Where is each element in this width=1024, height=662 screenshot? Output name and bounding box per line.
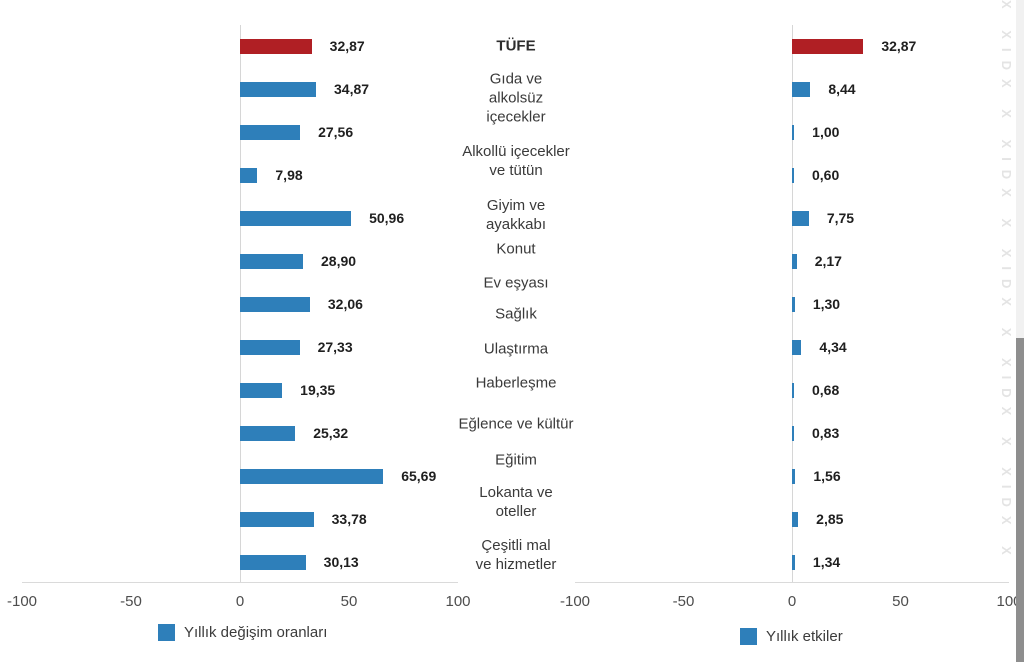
legend-annual-effects[interactable]: Yıllık etkiler xyxy=(740,628,843,645)
legend-annual-change-rates[interactable]: Yıllık değişim oranları xyxy=(158,624,327,641)
scrollbar-thumb[interactable] xyxy=(1016,338,1024,662)
x-axis-tick-label: -100 xyxy=(559,593,591,610)
value-label: 32,87 xyxy=(329,38,365,54)
bar[interactable] xyxy=(792,382,794,398)
bar[interactable] xyxy=(792,425,794,441)
scrollbar-track[interactable] xyxy=(1016,0,1024,662)
x-axis-baseline xyxy=(22,582,458,583)
bar[interactable] xyxy=(792,81,811,97)
x-axis-tick-label: 100 xyxy=(445,593,471,610)
bar[interactable] xyxy=(792,339,802,355)
legend-swatch-icon xyxy=(740,628,757,645)
bar[interactable] xyxy=(240,167,258,183)
bar[interactable] xyxy=(240,468,384,484)
category-label: Eğitim xyxy=(495,451,537,469)
x-axis-tick-label: 0 xyxy=(787,593,797,610)
value-label: 65,69 xyxy=(401,468,437,484)
category-label: Eğlence ve kültür xyxy=(458,415,574,433)
value-label: 33,78 xyxy=(331,511,367,527)
value-label: 27,33 xyxy=(317,339,353,355)
value-label: 32,06 xyxy=(327,296,363,312)
watermark-text: X XIDX X XIDX X XIDX X XIDX X XIDX X xyxy=(999,0,1014,564)
bar[interactable] xyxy=(240,81,317,97)
category-label: Çeşitli mal ve hizmetler xyxy=(475,537,557,573)
bar[interactable] xyxy=(240,253,303,269)
x-axis-tick-label: 50 xyxy=(892,593,909,610)
x-axis-tick-label: -50 xyxy=(120,593,142,610)
value-label: 1,30 xyxy=(812,296,841,312)
bar[interactable] xyxy=(240,554,306,570)
bar[interactable] xyxy=(792,296,795,312)
value-label: 2,85 xyxy=(816,511,844,527)
category-label: TÜFE xyxy=(496,37,536,55)
bar[interactable] xyxy=(240,382,283,398)
bar[interactable] xyxy=(792,253,797,269)
x-axis-tick-label: -100 xyxy=(6,593,38,610)
category-label: Gıda ve alkolsüz içecekler xyxy=(486,70,546,126)
bar[interactable] xyxy=(792,210,809,226)
x-axis-baseline xyxy=(575,582,1009,583)
value-label: 32,87 xyxy=(881,38,917,54)
value-label: 1,56 xyxy=(813,468,841,484)
bar[interactable] xyxy=(792,511,799,527)
category-label: Sağlık xyxy=(495,305,537,323)
x-axis-tick-label: 100 xyxy=(996,593,1022,610)
value-label: 1,34 xyxy=(812,554,841,570)
value-label: 8,44 xyxy=(828,81,856,97)
value-label: 30,13 xyxy=(323,554,359,570)
category-label: Alkollü içecekler ve tütün xyxy=(462,143,570,179)
category-label: Lokanta ve oteller xyxy=(479,484,553,520)
legend-swatch-icon xyxy=(158,624,175,641)
value-label: 7,75 xyxy=(826,210,855,226)
x-axis-tick-label: -50 xyxy=(672,593,695,610)
legend-label: Yıllık etkiler xyxy=(766,628,843,645)
value-label: 0,60 xyxy=(812,167,840,183)
bar[interactable] xyxy=(792,554,795,570)
bar[interactable] xyxy=(792,167,794,183)
bar[interactable] xyxy=(792,124,795,140)
bar[interactable] xyxy=(792,468,796,484)
value-label: 27,56 xyxy=(318,124,354,140)
bar[interactable] xyxy=(240,296,310,312)
value-label: 2,17 xyxy=(814,253,842,269)
legend-label: Yıllık değişim oranları xyxy=(184,624,328,641)
x-axis-tick-label: 50 xyxy=(340,593,358,610)
bar[interactable] xyxy=(240,38,312,54)
value-label: 4,34 xyxy=(819,339,847,355)
value-label: 1,00 xyxy=(812,124,840,140)
value-label: 19,35 xyxy=(300,382,336,398)
value-label: 34,87 xyxy=(334,81,370,97)
category-label: Ev eşyası xyxy=(483,274,549,292)
x-axis-tick-label: 0 xyxy=(235,593,245,610)
value-label: 0,68 xyxy=(812,382,840,398)
bar[interactable] xyxy=(792,38,864,54)
bar[interactable] xyxy=(240,339,300,355)
value-label: 7,98 xyxy=(275,167,303,183)
value-label: 25,32 xyxy=(313,425,349,441)
value-label: 28,90 xyxy=(321,253,357,269)
value-label: 50,96 xyxy=(369,210,405,226)
category-label: Ulaştırma xyxy=(483,340,549,358)
bar[interactable] xyxy=(240,511,314,527)
bar[interactable] xyxy=(240,425,296,441)
value-label: 0,83 xyxy=(812,425,840,441)
bar[interactable] xyxy=(240,210,352,226)
category-label: Giyim ve ayakkabı xyxy=(485,197,547,233)
category-label: Konut xyxy=(496,240,536,258)
category-label: Haberleşme xyxy=(475,374,557,392)
bar[interactable] xyxy=(240,124,301,140)
